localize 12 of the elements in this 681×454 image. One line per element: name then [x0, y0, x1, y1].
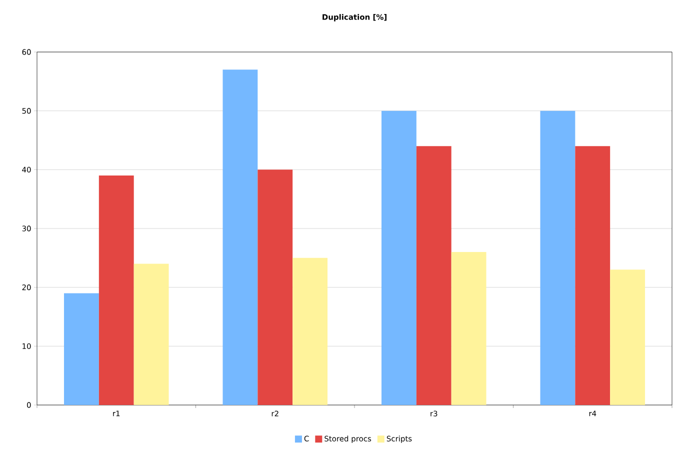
bar [381, 110, 416, 405]
bar [451, 252, 486, 405]
bar [540, 110, 576, 405]
bar [64, 293, 99, 405]
bar [575, 146, 610, 405]
bar [416, 146, 452, 405]
bar [134, 264, 169, 405]
bar [222, 70, 258, 405]
bar [292, 258, 328, 405]
bar [98, 176, 134, 405]
bar [610, 270, 646, 405]
bar [258, 170, 293, 405]
